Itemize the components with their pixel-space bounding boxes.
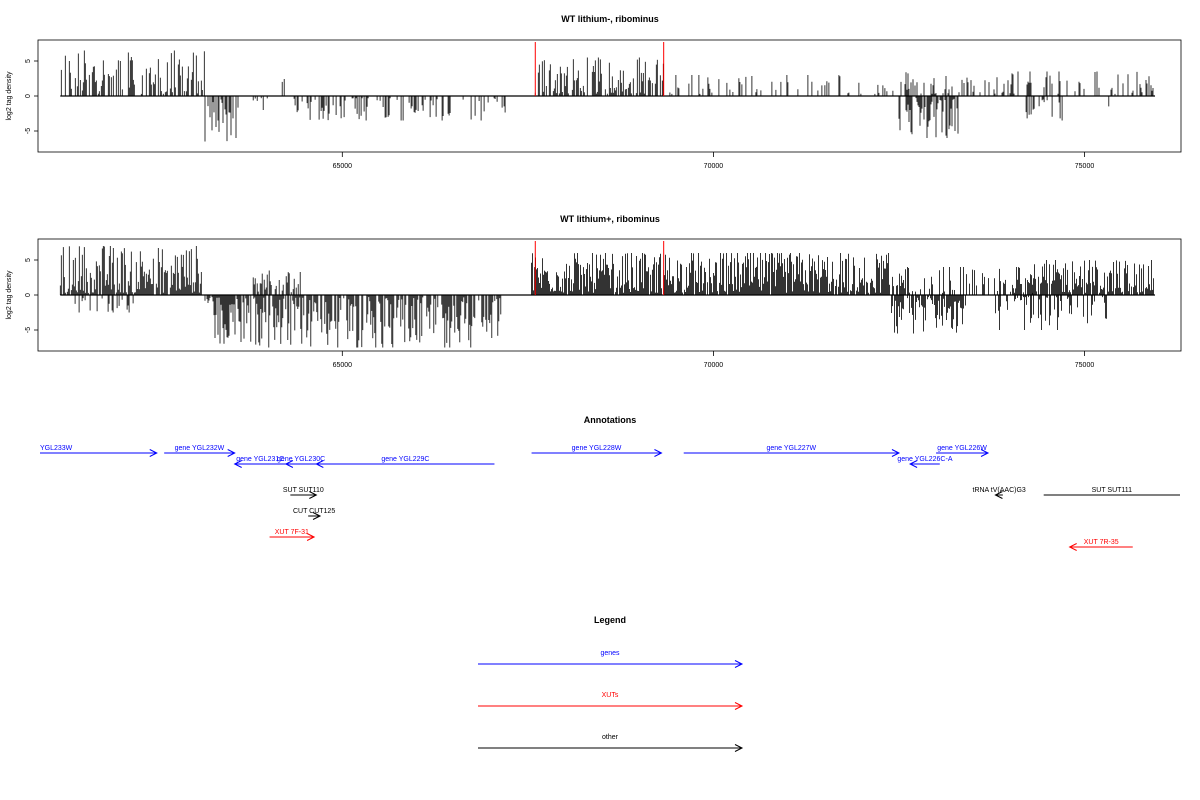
annotation-feature: SUT SUT111 [1043, 487, 1180, 496]
arrowhead-right-icon [312, 512, 322, 520]
arrowhead-right-icon [734, 702, 744, 710]
annotation-feature: gene YGL232W [164, 445, 236, 457]
arrowhead-right-icon [149, 449, 158, 457]
y-axis-ticks: 5 0 -5 [25, 258, 38, 333]
annotation-feature: YGL233W [40, 445, 158, 457]
legend: Legend genes XUTs other [478, 615, 744, 752]
feature-label: gene YGL229C [381, 456, 429, 463]
legend-label: other [602, 734, 619, 741]
feature-label: gene YGL231C [236, 456, 284, 463]
arrowhead-right-icon [227, 449, 236, 457]
feature-label: SUT SUT111 [1092, 487, 1133, 494]
y-tick-label: 0 [25, 94, 32, 98]
feature-label: gene YGL227W [766, 445, 816, 452]
x-tick-label: 70000 [704, 362, 724, 369]
legend-entry: genes [478, 650, 744, 668]
arrowhead-right-icon [654, 449, 663, 457]
annotation-feature: gene YGL226W [936, 445, 990, 457]
annotation-feature: gene YGL228W [531, 445, 663, 457]
arrowhead-left-icon [994, 491, 1003, 499]
x-tick-label: 70000 [704, 163, 724, 170]
feature-label: YGL233W [40, 445, 73, 452]
x-tick-label: 75000 [1075, 362, 1095, 369]
arrowhead-right-icon [309, 491, 318, 499]
coverage-bars [59, 241, 1156, 348]
y-tick-label: 5 [25, 258, 32, 262]
x-tick-label: 65000 [333, 163, 353, 170]
y-tick-label: -5 [25, 128, 32, 134]
annotation-feature: gene YGL229C [315, 456, 495, 468]
x-tick-label: 75000 [1075, 163, 1095, 170]
annotation-feature: gene YGL226C-A [897, 456, 953, 468]
annotation-feature: gene YGL227W [683, 445, 901, 457]
legend-title: Legend [594, 615, 626, 625]
coverage-panel-lithium-plus: WT lithium+, ribominus log2 tag density … [6, 214, 1182, 369]
legend-label: XUTs [602, 692, 619, 699]
annotation-feature: tRNA tV(AAC)G3 [973, 487, 1026, 499]
arrowhead-left-icon [233, 460, 242, 468]
feature-label: gene YGL226C-A [897, 456, 952, 463]
y-tick-label: 5 [25, 59, 32, 63]
feature-label: XUT 7F-31 [275, 529, 309, 536]
arrowhead-left-icon [1068, 543, 1077, 551]
panel-title: WT lithium+, ribominus [560, 214, 660, 224]
feature-label: gene YGL230C [277, 456, 325, 463]
arrowhead-left-icon [908, 460, 918, 468]
feature-label: gene YGL232W [175, 445, 225, 452]
arrowhead-right-icon [734, 744, 744, 752]
y-axis-ticks: 5 0 -5 [25, 59, 38, 134]
legend-entries: genes XUTs other [478, 650, 744, 752]
annotation-feature: gene YGL230C [277, 456, 325, 468]
feature-label: gene YGL228W [572, 445, 622, 452]
annotation-feature: SUT SUT110 [283, 487, 324, 499]
annotation-feature: XUT 7R-35 [1068, 539, 1133, 551]
feature-label: XUT 7R-35 [1084, 539, 1119, 546]
arrowhead-right-icon [734, 660, 744, 668]
arrowhead-right-icon [306, 533, 316, 541]
feature-label: SUT SUT110 [283, 487, 324, 494]
x-tick-label: 65000 [333, 362, 353, 369]
arrowhead-right-icon [980, 449, 990, 457]
annotation-feature: gene YGL231C [233, 456, 286, 468]
annotation-feature: XUT 7F-31 [269, 529, 316, 541]
y-tick-label: -5 [25, 327, 32, 333]
feature-label: gene YGL226W [937, 445, 987, 452]
y-tick-label: 0 [25, 293, 32, 297]
annotation-feature: CUT CUT125 [293, 508, 335, 520]
coverage-bars [60, 42, 1156, 142]
annotations-track: Annotations YGL233W gene YGL232W gene YGL2… [40, 415, 1180, 551]
annotations-title: Annotations [584, 415, 637, 425]
legend-label: genes [600, 650, 620, 657]
x-axis-ticks: 65000 70000 75000 [333, 351, 1095, 369]
feature-label: tRNA tV(AAC)G3 [973, 487, 1026, 494]
feature-label: CUT CUT125 [293, 508, 335, 515]
coverage-panel-lithium-minus: WT lithium-, ribominus log2 tag density … [6, 14, 1182, 170]
legend-entry: XUTs [478, 692, 744, 710]
x-axis-ticks: 65000 70000 75000 [333, 152, 1095, 170]
arrowhead-right-icon [891, 449, 901, 457]
y-axis-label: log2 tag density [6, 270, 13, 320]
legend-entry: other [478, 734, 744, 752]
y-axis-label: log2 tag density [6, 71, 13, 121]
panel-title: WT lithium-, ribominus [561, 14, 659, 24]
arrowhead-left-icon [315, 460, 324, 468]
arrowhead-left-icon [284, 460, 294, 468]
